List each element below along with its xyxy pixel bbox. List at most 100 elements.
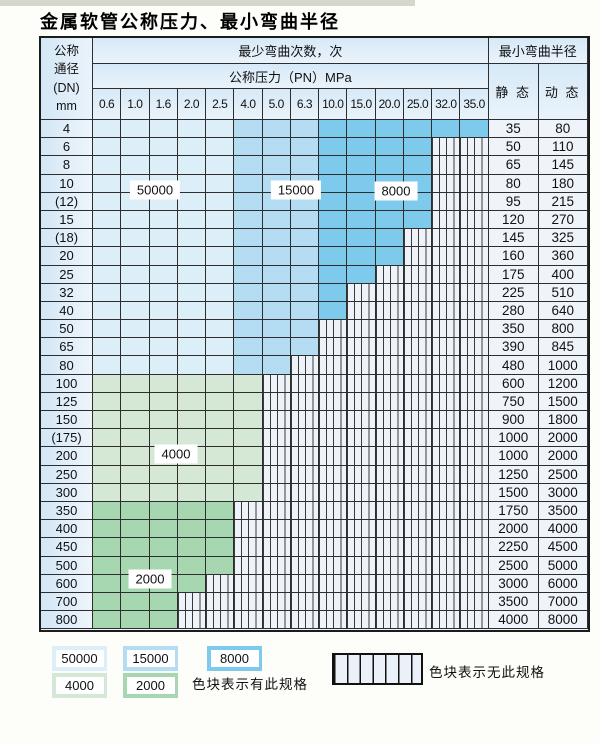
spec-cell: [93, 174, 122, 193]
spec-cell: [93, 265, 122, 284]
spec-cell: [93, 574, 122, 593]
spec-cell: [290, 265, 320, 284]
pressure-col-header: 0.6: [93, 89, 122, 120]
static-value-cell: 1250: [488, 465, 539, 484]
spec-cell: [319, 247, 348, 266]
no-spec-cell: [460, 374, 489, 393]
dynamic-value-cell: 1800: [538, 411, 588, 430]
spec-cell: [93, 156, 122, 175]
spec-cell: [121, 374, 150, 393]
no-spec-cell: [319, 429, 348, 448]
spec-cell: [149, 283, 178, 302]
spec-cell: [177, 320, 207, 339]
spec-cell: [234, 192, 263, 211]
no-spec-cell: [432, 429, 461, 448]
no-spec-cell: [432, 192, 461, 211]
no-spec-cell: [234, 611, 263, 630]
spec-cell: [347, 174, 376, 193]
no-spec-cell: [319, 556, 348, 575]
spec-cell: [121, 301, 150, 321]
no-spec-cell: [432, 229, 461, 248]
static-value-cell: 350: [488, 320, 539, 339]
dn-column-header-line: 通径: [53, 62, 79, 77]
spec-cell: [234, 338, 263, 357]
dn-cell: 50: [41, 320, 93, 339]
spec-cell: [177, 120, 207, 139]
legend-available-note: 色块表示有此规格: [192, 677, 308, 692]
no-spec-cell: [347, 320, 376, 339]
no-spec-cell: [347, 501, 376, 521]
spec-cell: [262, 265, 291, 284]
dn-cell: 400: [41, 520, 93, 539]
spec-cell: [375, 138, 404, 157]
spec-cell: [177, 156, 207, 175]
spec-cell: [121, 156, 150, 175]
dn-cell: 80: [41, 356, 93, 375]
spec-table: 公称 通径 (DN) mm 最少弯曲次数，次 最小弯曲半径 公称压力（PN）MPa 静 态动 …: [41, 38, 588, 630]
spec-cell: [206, 320, 235, 339]
dn-cell: 100: [41, 374, 93, 393]
no-spec-cell: [460, 465, 489, 484]
spec-cell: [234, 392, 263, 411]
spec-cell: [403, 210, 433, 230]
no-spec-cell: [234, 592, 263, 612]
no-spec-cell: [290, 520, 320, 539]
spec-cell: [93, 429, 122, 448]
pressure-header: 公称压力（PN）MPa: [93, 64, 489, 89]
spec-cell: [149, 138, 178, 157]
spec-cell: [319, 283, 348, 302]
no-spec-cell: [460, 283, 489, 302]
no-spec-cell: [432, 592, 461, 612]
dynamic-value-cell: 845: [538, 338, 588, 357]
no-spec-cell: [403, 247, 433, 266]
spec-cell: [262, 283, 291, 302]
spec-cell: [121, 501, 150, 521]
spec-cell: [262, 210, 291, 230]
no-spec-cell: [347, 556, 376, 575]
spec-cell: [93, 138, 122, 157]
no-spec-cell: [460, 356, 489, 375]
spec-cell: [149, 338, 178, 357]
static-value-cell: 2500: [488, 556, 539, 575]
spec-cell: [177, 520, 207, 539]
cycle-count-label: 8000: [374, 181, 418, 201]
legend-swatch-4000: 4000: [52, 673, 107, 698]
no-spec-cell: [375, 465, 404, 484]
no-spec-cell: [460, 447, 489, 466]
no-spec-cell: [403, 592, 433, 612]
static-value-cell: 120: [488, 210, 539, 230]
no-spec-cell: [262, 483, 291, 502]
dynamic-value-cell: 510: [538, 283, 588, 302]
no-spec-cell: [460, 411, 489, 430]
no-spec-cell: [403, 265, 433, 284]
spec-cell: [375, 247, 404, 266]
spec-cell: [149, 247, 178, 266]
no-spec-cell: [262, 538, 291, 557]
spec-cell: [177, 465, 207, 484]
no-spec-cell: [403, 374, 433, 393]
dn-cell: 800: [41, 611, 93, 630]
no-spec-cell: [319, 520, 348, 539]
spec-cell: [206, 192, 235, 211]
dynamic-value-cell: 640: [538, 301, 588, 321]
spec-cell: [121, 338, 150, 357]
dynamic-value-cell: 325: [538, 229, 588, 248]
spec-table-wrap: 公称 通径 (DN) mm 最少弯曲次数，次 最小弯曲半径 公称压力（PN）MPa 静 态动 …: [39, 36, 590, 632]
spec-cell: [206, 283, 235, 302]
no-spec-cell: [432, 156, 461, 175]
no-spec-cell: [234, 556, 263, 575]
pressure-col-header: 1.0: [121, 89, 150, 120]
static-value-cell: 145: [488, 229, 539, 248]
dn-cell: 500: [41, 556, 93, 575]
spec-cell: [206, 411, 235, 430]
no-spec-cell: [290, 592, 320, 612]
no-spec-cell: [347, 283, 376, 302]
no-spec-cell: [290, 556, 320, 575]
spec-cell: [93, 229, 122, 248]
no-spec-cell: [375, 265, 404, 284]
spec-cell: [234, 120, 263, 139]
no-spec-cell: [432, 174, 461, 193]
spec-cell: [206, 520, 235, 539]
cycle-count-label: 15000: [270, 180, 322, 200]
